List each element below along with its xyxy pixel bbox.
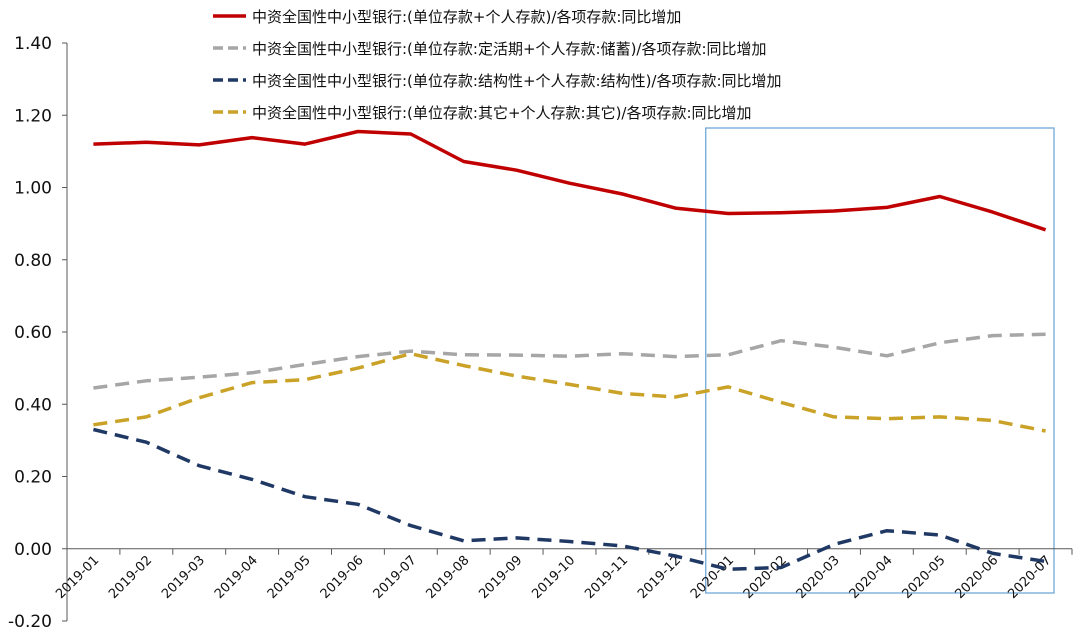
x-tick-label: 2019-03 <box>159 553 208 602</box>
y-tick-label: 0.60 <box>14 323 52 343</box>
y-tick-label: -0.20 <box>8 612 52 632</box>
x-tick-label: 2019-08 <box>424 553 473 602</box>
legend-label-1: 中资全国性中小型银行:(单位存款+个人存款)/各项存款:同比增加 <box>252 8 681 26</box>
series-line-4 <box>93 351 1046 433</box>
x-tick-label: 2019-07 <box>371 553 420 602</box>
x-tick-label: 2020-04 <box>847 553 896 602</box>
x-tick-label: 2019-04 <box>212 553 261 602</box>
y-tick-label: 0.00 <box>14 540 52 560</box>
x-tick-label: 2019-11 <box>582 553 631 602</box>
x-tick-label: 2019-01 <box>53 553 102 602</box>
y-tick-label: 1.40 <box>14 34 52 54</box>
y-tick-label: 1.20 <box>14 106 52 126</box>
y-tick-label: 0.80 <box>14 251 52 271</box>
y-tick-label: 0.40 <box>14 395 52 415</box>
legend-label-4: 中资全国性中小型银行:(单位存款:其它+个人存款:其它)/各项存款:同比增加 <box>252 104 752 122</box>
x-tick-label: 2019-12 <box>635 553 684 602</box>
x-tick-label: 2019-06 <box>318 553 367 602</box>
x-tick-label: 2019-02 <box>106 553 155 602</box>
y-tick-label: 1.00 <box>14 179 52 199</box>
highlight-box <box>705 127 1055 594</box>
legend-label-3: 中资全国性中小型银行:(单位存款:结构性+个人存款:结构性)/各项存款:同比增加 <box>252 72 782 90</box>
y-tick-label: 0.20 <box>14 468 52 488</box>
legend-label-2: 中资全国性中小型银行:(单位存款:定活期+个人存款:储蓄)/各项存款:同比增加 <box>252 40 767 58</box>
series-line-3 <box>92 427 1046 572</box>
series-line-2 <box>93 332 1046 390</box>
x-tick-label: 2019-10 <box>529 553 578 602</box>
x-tick-label: 2020-06 <box>952 553 1001 602</box>
x-tick-label: 2020-07 <box>1005 553 1054 602</box>
x-tick-label: 2020-02 <box>741 553 790 602</box>
x-tick-label: 2019-05 <box>265 553 314 602</box>
x-tick-label: 2019-09 <box>476 553 525 602</box>
series-line-1 <box>93 129 1047 232</box>
x-tick-label: 2020-05 <box>900 553 949 602</box>
